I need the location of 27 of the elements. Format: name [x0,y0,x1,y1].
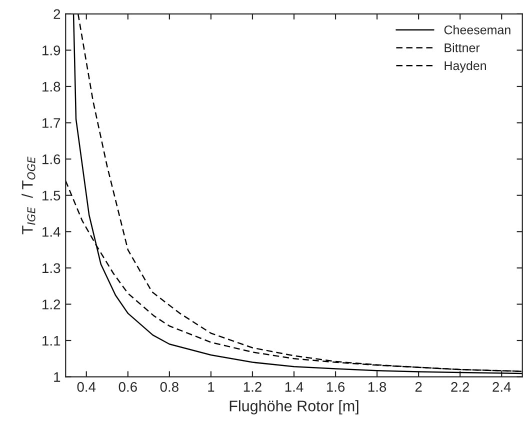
x-tick-label: 1 [208,382,214,392]
legend-label: Bittner [444,43,480,52]
legend-label: Cheeseman [444,25,510,34]
legend-label: Hayden [444,60,486,73]
x-tick-label: 1.2 [244,382,262,392]
y-tick-label: 1.1 [42,336,60,346]
y-tick-label: 1 [54,372,60,382]
y-tick-label: 1.4 [42,227,60,237]
x-axis-title: Flughöhe Rotor [m] [230,400,358,414]
y-tick-label: 1.3 [42,263,60,274]
y-axis-title: T$_{IGE}$ / T$_{OGE}$ [22,156,36,234]
x-tick-label: 1.4 [285,382,304,392]
x-tick-label: 2.4 [492,382,511,392]
x-tick-label: 2.2 [451,382,470,392]
y-tick-label: 1.9 [42,46,60,56]
x-tick-label: 0.8 [160,382,178,392]
x-tick-label: 2 [415,382,422,392]
x-tick-label: 1.8 [368,382,386,392]
y-tick-label: 1.7 [42,118,60,128]
x-tick-label: 1.6 [326,382,345,392]
y-tick-label: 1.6 [42,154,60,164]
y-tick-label: 1.5 [42,190,60,201]
x-tick-label: 0.6 [118,382,137,392]
y-tick-label: 1.8 [42,82,60,92]
y-tick-label: 2 [54,9,60,19]
y-tick-label: 1.2 [42,300,60,310]
x-tick-label: 0.4 [77,382,96,392]
